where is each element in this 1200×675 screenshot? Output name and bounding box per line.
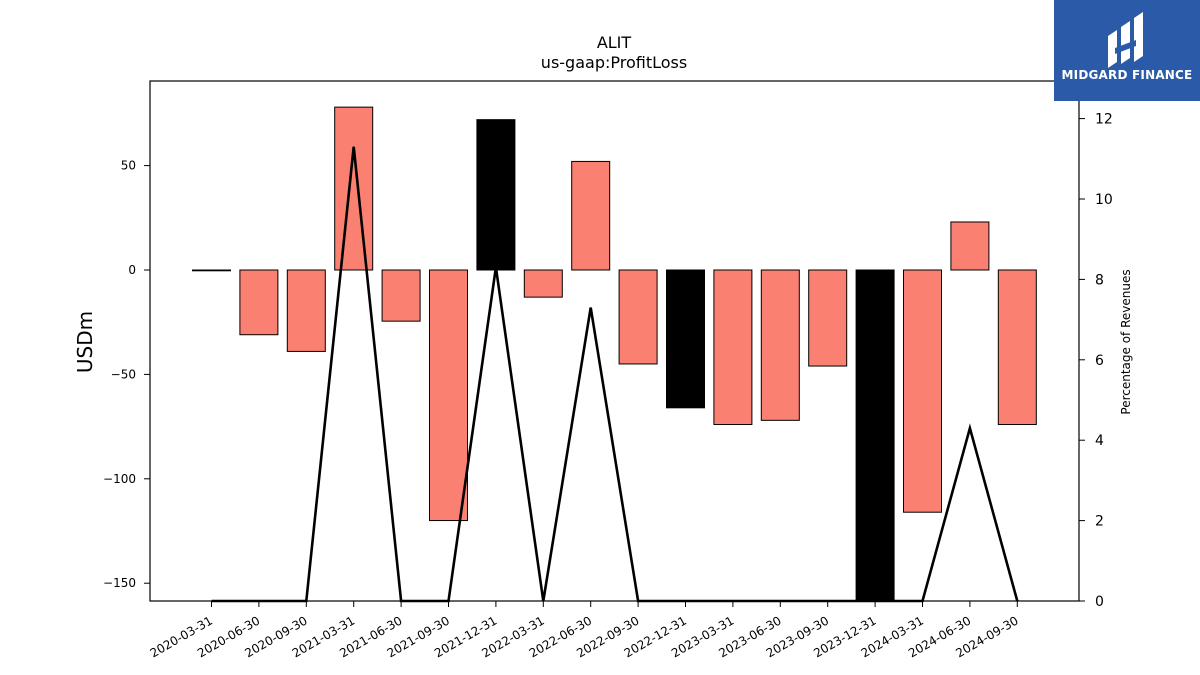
bar-2023-03-31 xyxy=(713,269,753,426)
y2-tick-label: 0 xyxy=(1095,594,1104,610)
bar-2023-12-31 xyxy=(855,269,895,602)
y-tick-label: −50 xyxy=(111,367,136,381)
bar-2022-03-31 xyxy=(523,269,563,298)
x-ticks: 2020-03-312020-06-302020-09-302021-03-31… xyxy=(148,601,1021,660)
y2-ticks: 0 2 4 6 8 10 12 xyxy=(1079,112,1113,610)
y-axis-label: USDm xyxy=(73,311,97,373)
y2-tick-label: 12 xyxy=(1095,112,1113,128)
line-group xyxy=(211,146,1019,603)
y-tick-label: −150 xyxy=(103,576,136,590)
percentage-line xyxy=(211,146,1019,603)
y2-tick-label: 8 xyxy=(1095,272,1104,288)
bar-2024-09-30 xyxy=(997,269,1037,426)
y-tick-label: 50 xyxy=(121,159,136,173)
y-tick-label: 0 xyxy=(128,263,136,277)
plot-frame xyxy=(149,80,1080,602)
bar-2023-06-30 xyxy=(760,269,800,421)
bar-2021-06-30 xyxy=(381,269,421,322)
y-tick-label: −100 xyxy=(103,472,136,486)
midgard-logo-icon xyxy=(1108,12,1143,68)
y2-axis-label: Percentage of Revenues xyxy=(1119,269,1133,414)
y2-tick-label: 4 xyxy=(1095,433,1104,449)
bar-2023-09-30 xyxy=(808,269,848,367)
bar-2020-06-30 xyxy=(239,269,279,336)
bar-2021-12-31 xyxy=(476,119,516,271)
y2-tick-label: 6 xyxy=(1095,353,1104,369)
midgard-logo: MIDGARD FINANCE xyxy=(1054,0,1200,101)
bar-2020-09-30 xyxy=(286,269,326,352)
y-ticks: 50 0 −50 −100 −150 xyxy=(103,159,150,590)
bar-2020-03-31 xyxy=(192,269,231,272)
bar-2022-09-30 xyxy=(618,269,658,365)
bar-2024-03-31 xyxy=(903,269,942,513)
chart-title: ALIT xyxy=(597,33,632,52)
y2-tick-label: 2 xyxy=(1095,514,1104,530)
bar-2024-06-30 xyxy=(950,221,990,271)
bars-group xyxy=(192,106,1037,602)
bar-2021-09-30 xyxy=(429,269,468,522)
y2-tick-label: 10 xyxy=(1095,192,1113,208)
logo-text: MIDGARD FINANCE xyxy=(1061,68,1193,82)
bar-2022-06-30 xyxy=(571,160,611,271)
chart-subtitle: us-gaap:ProfitLoss xyxy=(541,53,687,72)
bar-2022-12-31 xyxy=(666,269,705,409)
bar-2021-03-31 xyxy=(334,106,374,271)
